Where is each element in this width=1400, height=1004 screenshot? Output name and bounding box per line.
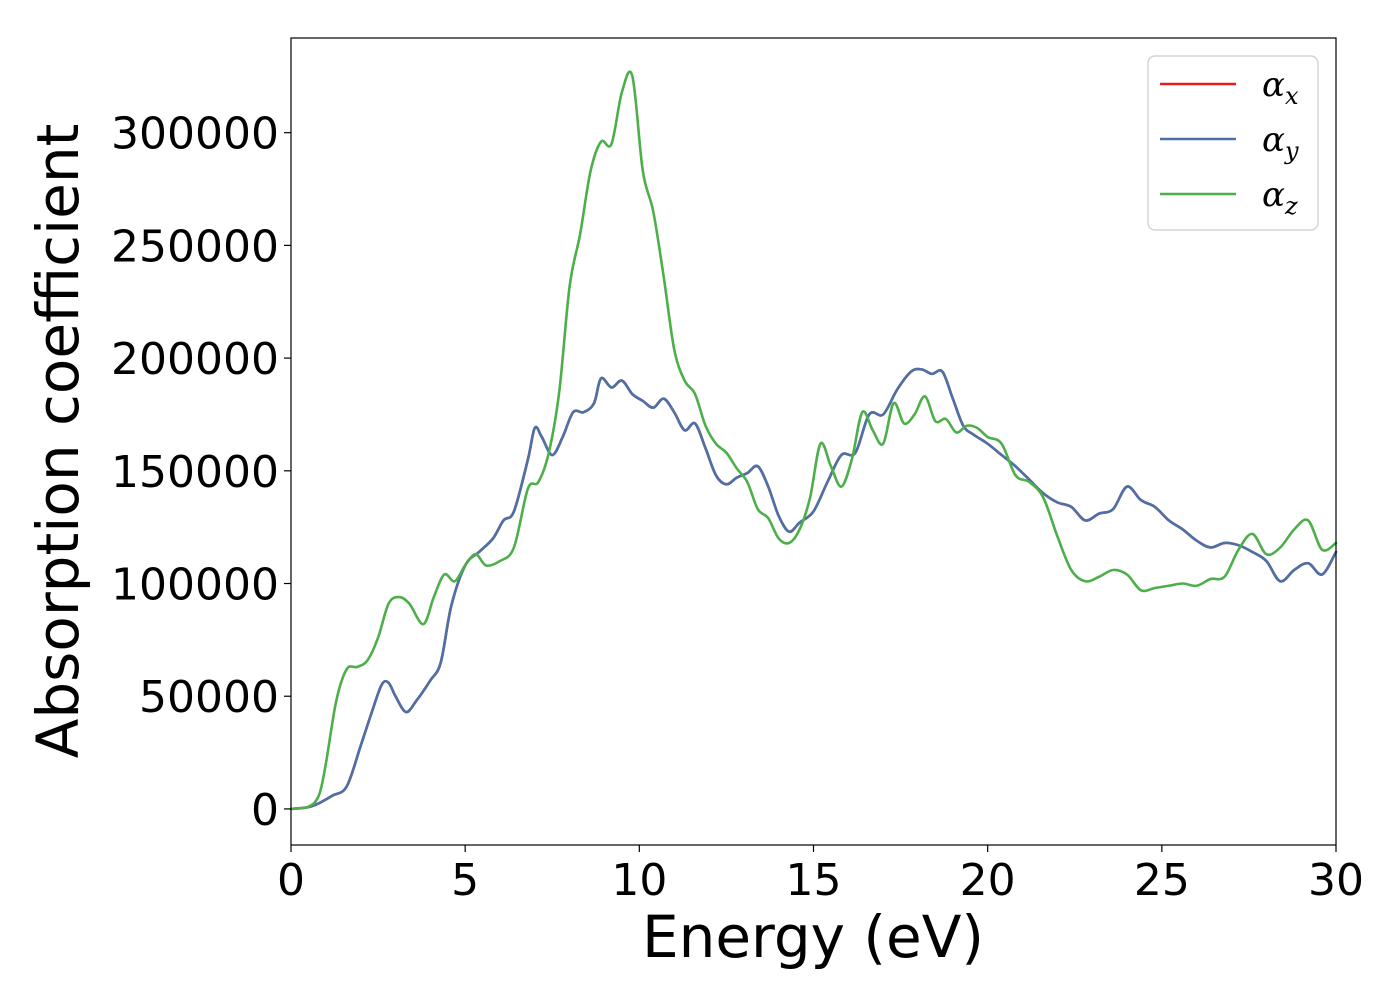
legend-label-x: αx bbox=[1262, 65, 1299, 110]
series-line-y bbox=[289, 367, 1338, 811]
y-axis-ticks: 0 50000 100000 150000 200000 250000 300000 bbox=[111, 109, 291, 836]
series-layer bbox=[289, 70, 1338, 811]
legend-label-y: αy bbox=[1262, 120, 1299, 165]
x-axis-label: Energy (eV) bbox=[642, 903, 984, 971]
x-tick-label: 30 bbox=[1308, 855, 1364, 906]
y-tick-label: 200000 bbox=[111, 334, 279, 385]
legend-box bbox=[1147, 55, 1319, 231]
x-tick-label: 25 bbox=[1134, 855, 1190, 906]
x-tick-label: 20 bbox=[960, 855, 1016, 906]
y-tick-label: 0 bbox=[251, 785, 279, 836]
x-tick-label: 15 bbox=[786, 855, 842, 906]
y-tick-label: 50000 bbox=[139, 672, 279, 723]
x-tick-label: 0 bbox=[277, 855, 305, 906]
series-line-z bbox=[289, 70, 1338, 811]
x-axis-ticks: 0 5 10 15 20 25 30 bbox=[277, 845, 1364, 906]
y-axis-label: Absorption coefficient bbox=[24, 124, 92, 759]
y-tick-label: 100000 bbox=[111, 560, 279, 611]
y-tick-label: 150000 bbox=[111, 447, 279, 498]
x-tick-label: 5 bbox=[451, 855, 479, 906]
x-tick-label: 10 bbox=[611, 855, 667, 906]
y-tick-label: 250000 bbox=[111, 221, 279, 272]
legend: αx αy αz bbox=[1147, 55, 1319, 231]
y-tick-label: 300000 bbox=[111, 109, 279, 160]
legend-label-z: αz bbox=[1262, 175, 1298, 220]
